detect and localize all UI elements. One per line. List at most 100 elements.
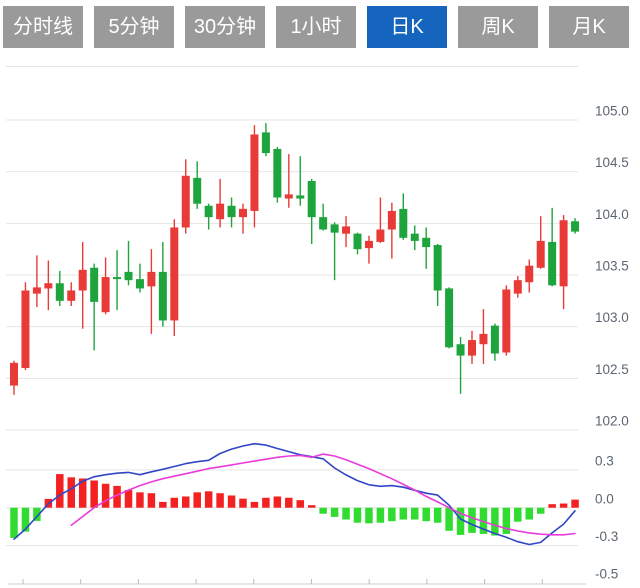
candle-body xyxy=(101,277,110,313)
macd-bar xyxy=(250,501,259,508)
macd-bar xyxy=(285,497,293,508)
candles-layer xyxy=(10,123,580,395)
candle-body xyxy=(330,224,339,233)
macd-bar xyxy=(411,507,419,520)
macd-axis-label: -0.3 xyxy=(595,529,618,544)
candle-body xyxy=(284,194,293,199)
candle-body xyxy=(399,208,408,238)
candle-body xyxy=(502,289,511,353)
candle-body xyxy=(364,240,373,249)
candle xyxy=(422,227,431,269)
candle xyxy=(21,282,30,371)
candle xyxy=(181,159,190,234)
candle xyxy=(525,259,534,293)
candle-body xyxy=(90,267,99,302)
tab-30min[interactable]: 30分钟 xyxy=(185,6,265,48)
macd-bar xyxy=(548,504,556,508)
macd-bar xyxy=(536,507,545,514)
candle xyxy=(158,241,167,327)
macd-bar xyxy=(170,497,179,508)
macd-bar xyxy=(262,497,270,508)
candle xyxy=(101,257,110,315)
candle xyxy=(399,193,408,240)
candle-body xyxy=(44,283,53,289)
tab-monthly-k[interactable]: 月K xyxy=(549,6,629,48)
candle-body xyxy=(170,227,179,321)
candle xyxy=(239,203,247,234)
macd-bar xyxy=(90,480,98,508)
candle xyxy=(548,207,557,287)
candle xyxy=(353,232,362,255)
tab-5min[interactable]: 5分钟 xyxy=(94,6,174,48)
macd-bar xyxy=(227,495,236,508)
candle xyxy=(204,203,213,230)
candle xyxy=(445,287,454,349)
macd-bar xyxy=(571,499,579,508)
tab-1hour[interactable]: 1小时 xyxy=(276,6,356,48)
candle-body xyxy=(387,210,396,230)
macd-bar xyxy=(342,507,350,520)
candle xyxy=(468,330,476,364)
candle xyxy=(536,216,545,269)
candle-body xyxy=(353,233,362,250)
tab-weekly-k[interactable]: 周K xyxy=(458,6,538,48)
macd-bar xyxy=(147,493,156,508)
macd-bar xyxy=(468,507,476,533)
tab-timeline[interactable]: 分时线 xyxy=(3,6,83,48)
candle-body xyxy=(571,221,580,232)
candle xyxy=(55,270,64,306)
macd-bar xyxy=(353,507,362,523)
candle xyxy=(78,241,87,329)
candle-body xyxy=(158,271,167,321)
macd-bar xyxy=(216,493,224,508)
macd-bar xyxy=(10,507,18,538)
candle-body xyxy=(135,279,144,289)
macd-bar xyxy=(399,507,408,520)
candle-body xyxy=(124,271,133,281)
candle-body xyxy=(181,175,190,228)
candle-body xyxy=(490,325,499,354)
macd-bar xyxy=(21,507,30,532)
macd-bar xyxy=(422,507,430,522)
macd-bar xyxy=(33,507,41,521)
macd-bar xyxy=(433,507,442,523)
candle-body xyxy=(55,283,64,301)
candle-body xyxy=(32,287,41,294)
candle xyxy=(10,360,18,395)
macd-bar xyxy=(307,505,316,508)
candle xyxy=(44,260,53,311)
candle-body xyxy=(445,288,454,348)
candle-body xyxy=(513,280,522,294)
macd-bar xyxy=(491,507,499,536)
macd-bar xyxy=(365,507,373,524)
candle-body xyxy=(456,344,465,356)
macd-bar xyxy=(204,491,213,508)
macd-bar xyxy=(56,474,64,508)
macd-bar xyxy=(239,498,247,508)
candle-body xyxy=(525,265,534,283)
macd-bar xyxy=(388,507,396,522)
macd-bar xyxy=(376,507,385,523)
macd-bar xyxy=(193,492,201,508)
candle-body xyxy=(536,240,545,268)
tab-daily-k[interactable]: 日K xyxy=(367,6,447,48)
candle xyxy=(227,197,236,228)
macd-bar xyxy=(124,490,133,508)
price-axis-label: 103.5 xyxy=(595,259,629,274)
candle xyxy=(364,235,373,264)
macd-bar xyxy=(67,477,75,508)
timeframe-tabbar: 分时线 5分钟 30分钟 1小时 日K 周K 月K xyxy=(3,6,629,48)
macd-bar xyxy=(101,483,110,508)
candle xyxy=(387,202,396,259)
candle xyxy=(170,219,179,336)
dea-line xyxy=(70,453,576,536)
price-axis-label: 103.0 xyxy=(595,310,629,325)
macd-bar xyxy=(514,507,522,522)
macd-bar xyxy=(78,478,87,508)
candle-body xyxy=(113,277,122,280)
candle xyxy=(490,323,499,361)
candle xyxy=(284,154,293,208)
candle xyxy=(193,161,202,209)
